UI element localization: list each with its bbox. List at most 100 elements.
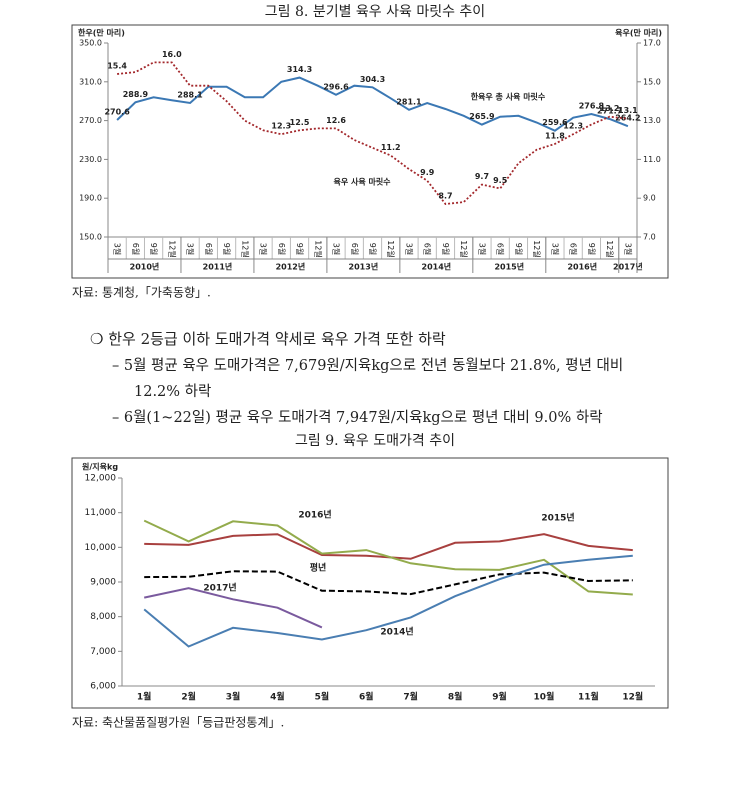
x-tick-label: 12월: [605, 240, 615, 258]
x-tick-label: 6월: [569, 243, 579, 255]
y-tick-label: 190.0: [79, 194, 102, 203]
bullet: ❍ 한우 2등급 이하 도매가격 약세로 육우 가격 또한 하락: [90, 330, 446, 348]
y2-tick-label: 13.0: [643, 116, 661, 125]
y-tick-label: 7,000: [90, 647, 116, 657]
y-tick-label: 10,000: [85, 543, 117, 553]
y2-axis-title: 육우(만 마리): [615, 28, 662, 38]
x-tick-label: 12월: [532, 240, 542, 258]
data-label: 13.1: [618, 106, 638, 115]
data-label: 265.9: [469, 112, 495, 121]
y-axis-title: 한우(만 마리): [78, 28, 125, 38]
data-label: 13.2: [600, 104, 620, 113]
x-tick-label: 7월: [403, 691, 418, 703]
x-tick-label: 4월: [270, 691, 285, 703]
data-label: 12.3: [271, 122, 291, 131]
series-line: [143, 519, 633, 596]
y-tick-label: 12,000: [85, 474, 117, 484]
x-group-label: 2014년: [422, 262, 452, 272]
y-tick-label: 310.0: [79, 77, 102, 86]
y2-tick-label: 11.0: [643, 155, 661, 164]
data-label: 259.6: [542, 118, 568, 127]
x-tick-label: 12월: [459, 240, 469, 258]
chart-frame: [71, 457, 669, 709]
x-group-label: 2012년: [276, 262, 306, 272]
item: – 6월(1~22일) 평균 육우 도매가격 7,947원/지육kg으로 평년 …: [112, 409, 603, 426]
x-group-label: 2013년: [349, 262, 379, 272]
data-label: 9.9: [420, 168, 435, 177]
x-tick-label: 3월: [113, 243, 123, 255]
data-label: 296.6: [323, 82, 349, 91]
x-tick-label: 6월: [350, 243, 360, 255]
data-label: 271.7: [597, 106, 622, 115]
x-tick-label: 12월: [240, 240, 250, 258]
x-tick-label: 3월: [550, 243, 560, 255]
figure-title: 그림 8. 분기별 육우 사육 마릿수 추이: [265, 4, 485, 20]
x-tick-label: 9월: [222, 243, 232, 255]
x-tick-label: 5월: [315, 691, 330, 703]
x-tick-label: 3월: [623, 243, 633, 255]
data-label: 12.6: [326, 116, 346, 125]
x-tick-label: 9월: [587, 243, 597, 255]
x-group-label: 2010년: [130, 262, 160, 272]
x-tick-label: 6월: [131, 243, 141, 255]
data-label: 11.2: [381, 143, 401, 152]
y-tick-label: 230.0: [79, 155, 102, 164]
x-tick-label: 12월: [167, 240, 177, 258]
item: – 5월 평균 육우 도매가격은 7,679원/지육kg으로 전년 동월보다 2…: [112, 357, 623, 374]
x-tick-label: 9월: [492, 691, 507, 703]
x-tick-label: 12월: [622, 691, 643, 703]
x-tick-label: 2월: [181, 691, 196, 703]
x-tick-label: 8월: [448, 691, 463, 703]
x-tick-label: 10월: [534, 691, 555, 703]
y-tick-label: 270.0: [79, 116, 102, 125]
x-tick-label: 9월: [149, 243, 159, 255]
data-label: 15.4: [107, 62, 127, 71]
data-label: 304.3: [360, 75, 385, 84]
series-label: 2016년: [298, 509, 331, 521]
y-axis-title: 원/지육kg: [82, 462, 118, 472]
y-tick-label: 150.0: [79, 233, 102, 242]
data-label: 276.8: [579, 102, 605, 111]
data-label: 16.0: [162, 50, 182, 59]
series-line: [144, 570, 633, 596]
data-label: 314.3: [287, 65, 312, 74]
x-tick-label: 12월: [386, 240, 396, 258]
y-tick-label: 11,000: [85, 508, 117, 518]
x-tick-label: 3월: [259, 243, 269, 255]
data-label: 288.1: [177, 91, 203, 100]
series-line: [116, 76, 629, 132]
data-label: 11.8: [545, 131, 565, 140]
data-label: 270.6: [104, 108, 130, 117]
figure-title: 그림 9. 육우 도매가격 추이: [295, 433, 455, 449]
x-tick-label: 12월: [313, 240, 323, 258]
x-tick-label: 3월: [186, 243, 196, 255]
x-group-label: 2011년: [203, 262, 233, 272]
data-label: 9.5: [493, 176, 508, 185]
data-label: 281.1: [396, 97, 422, 106]
series-label: 평년: [310, 562, 327, 574]
series-label: 한육우 총 사육 마릿수: [471, 92, 546, 102]
source: 자료: 축산물품질평가원「등급판정통계」.: [72, 716, 284, 730]
x-tick-label: 1월: [137, 691, 152, 703]
data-label: 288.9: [123, 90, 149, 99]
series-label: 2017년: [203, 582, 236, 594]
y2-tick-label: 9.0: [643, 194, 656, 203]
x-tick-label: 9월: [295, 243, 305, 255]
y-tick-label: 9,000: [90, 578, 116, 588]
x-tick-label: 11월: [578, 691, 599, 703]
data-label: 12.5: [290, 118, 310, 127]
x-tick-label: 6월: [204, 243, 214, 255]
item: 12.2% 하락: [134, 383, 211, 400]
series-line: [144, 533, 633, 560]
series-line: [143, 587, 323, 629]
x-tick-label: 3월: [404, 243, 414, 255]
y-tick-label: 6,000: [90, 682, 116, 692]
x-tick-label: 9월: [368, 243, 378, 255]
series-label: 육우 사육 마릿수: [333, 177, 391, 187]
x-group-label: 2016년: [567, 262, 597, 272]
y2-tick-label: 7.0: [643, 233, 656, 242]
data-label: 12.3: [563, 122, 583, 131]
y-tick-label: 8,000: [90, 612, 116, 622]
y2-tick-label: 17.0: [643, 39, 661, 48]
